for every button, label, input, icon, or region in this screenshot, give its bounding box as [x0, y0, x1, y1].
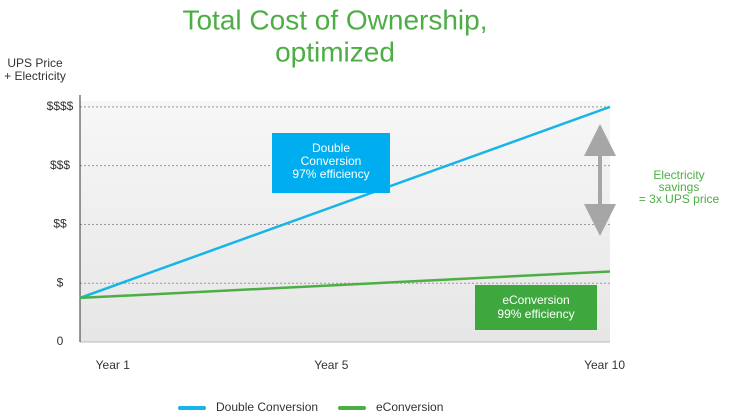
- x-tick-label: Year 5: [314, 358, 349, 372]
- savings-text: Electricity: [653, 168, 704, 182]
- series-line: [79, 270, 611, 300]
- double-box: [272, 133, 390, 193]
- savings-text: = 3x UPS price: [639, 192, 720, 206]
- chart-title: optimized: [275, 36, 395, 67]
- series-line: [79, 105, 611, 300]
- e-box-text: eConversion: [502, 293, 569, 307]
- x-tick-label: Year 1: [96, 358, 131, 372]
- y-axis-label: UPS Price: [7, 56, 63, 70]
- legend-label: Double Conversion: [216, 400, 318, 414]
- e-box: [475, 285, 597, 330]
- y-tick-label: 0: [57, 334, 64, 348]
- legend-label: eConversion: [376, 400, 443, 414]
- y-tick-label: $$$: [50, 158, 70, 172]
- y-tick-label: $$: [53, 217, 67, 231]
- e-box-text: 99% efficiency: [497, 307, 574, 321]
- savings-text: savings: [659, 180, 700, 194]
- double-box-text: Conversion: [301, 154, 362, 168]
- y-tick-label: $: [57, 275, 64, 289]
- double-box-text: Double: [312, 141, 350, 155]
- double-box-text: 97% efficiency: [292, 167, 369, 181]
- chart-title: Total Cost of Ownership,: [182, 4, 487, 35]
- y-tick-label: $$$$: [47, 99, 74, 113]
- y-axis-label: + Electricity: [4, 69, 66, 83]
- x-tick-label: Year 10: [584, 358, 625, 372]
